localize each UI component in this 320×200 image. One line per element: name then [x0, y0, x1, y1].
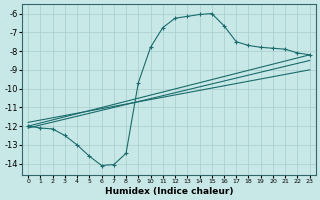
X-axis label: Humidex (Indice chaleur): Humidex (Indice chaleur)	[105, 187, 233, 196]
